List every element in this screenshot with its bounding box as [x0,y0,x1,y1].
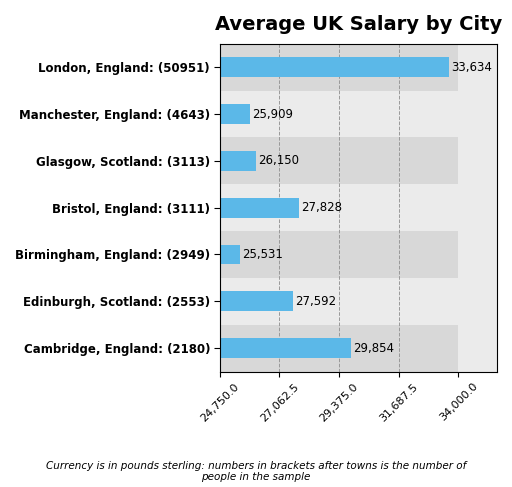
Title: Average UK Salary by City: Average UK Salary by City [215,15,502,34]
Bar [220,137,458,184]
Text: 29,854: 29,854 [353,341,395,355]
Bar [220,338,351,358]
Text: 33,634: 33,634 [451,61,492,74]
Bar [220,292,293,311]
Text: 25,531: 25,531 [242,248,283,261]
Bar [220,184,458,231]
Bar [220,57,449,77]
Text: 25,909: 25,909 [252,108,293,121]
Bar [220,151,256,171]
Text: 26,150: 26,150 [258,154,299,168]
Text: 27,828: 27,828 [301,201,342,214]
Text: Currency is in pounds sterling: numbers in brackets after towns is the number of: Currency is in pounds sterling: numbers … [46,461,466,482]
Bar [220,244,240,264]
Bar [220,91,458,137]
Bar [220,231,458,278]
Bar [220,104,250,124]
Bar [220,278,458,325]
Text: 27,592: 27,592 [295,295,336,308]
Bar [220,198,299,218]
Bar [220,44,458,91]
Bar [220,325,458,372]
